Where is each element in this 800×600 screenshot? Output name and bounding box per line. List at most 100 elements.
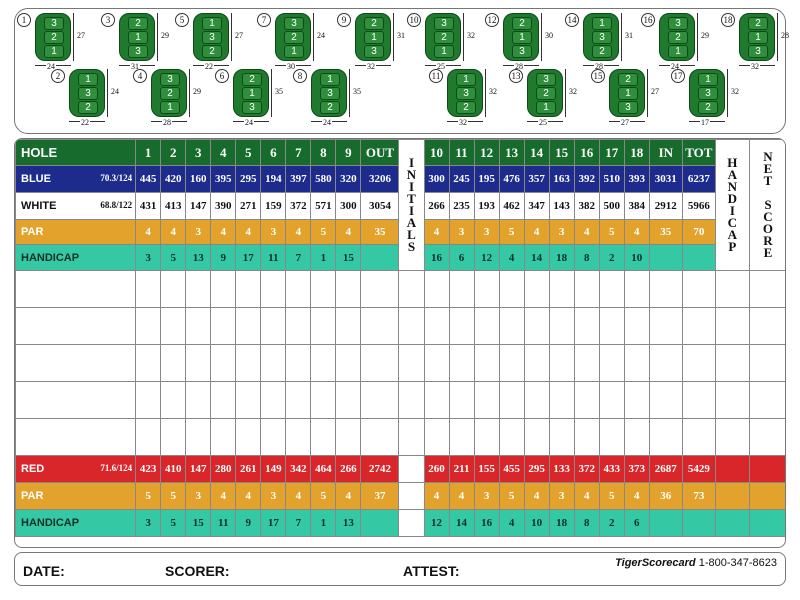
score-cell[interactable]	[235, 344, 262, 382]
score-cell[interactable]	[423, 307, 450, 345]
score-cell[interactable]	[360, 307, 400, 345]
player-name-cell[interactable]	[15, 381, 137, 419]
score-cell[interactable]	[135, 344, 162, 382]
score-cell[interactable]	[623, 307, 650, 345]
score-cell[interactable]	[548, 381, 575, 419]
score-cell[interactable]	[310, 307, 337, 345]
score-cell[interactable]	[135, 270, 162, 308]
score-cell[interactable]	[573, 418, 600, 456]
score-cell[interactable]	[235, 270, 262, 308]
score-cell[interactable]	[498, 381, 525, 419]
score-cell[interactable]	[598, 307, 625, 345]
score-cell[interactable]	[623, 418, 650, 456]
score-cell[interactable]	[285, 381, 312, 419]
score-cell[interactable]	[714, 418, 750, 456]
score-cell[interactable]	[623, 344, 650, 382]
score-cell[interactable]	[360, 418, 400, 456]
score-cell[interactable]	[598, 418, 625, 456]
score-cell[interactable]	[398, 418, 425, 456]
score-cell[interactable]	[398, 270, 425, 308]
player-name-cell[interactable]	[15, 270, 137, 308]
score-cell[interactable]	[548, 418, 575, 456]
score-cell[interactable]	[423, 344, 450, 382]
score-cell[interactable]	[473, 270, 500, 308]
score-cell[interactable]	[523, 344, 550, 382]
score-cell[interactable]	[681, 307, 716, 345]
score-cell[interactable]	[260, 270, 287, 308]
score-cell[interactable]	[285, 344, 312, 382]
score-cell[interactable]	[335, 418, 362, 456]
score-cell[interactable]	[598, 344, 625, 382]
score-cell[interactable]	[681, 270, 716, 308]
score-cell[interactable]	[398, 344, 425, 382]
score-cell[interactable]	[448, 270, 475, 308]
score-cell[interactable]	[573, 344, 600, 382]
score-cell[interactable]	[310, 270, 337, 308]
score-cell[interactable]	[210, 418, 237, 456]
score-cell[interactable]	[423, 418, 450, 456]
score-cell[interactable]	[448, 344, 475, 382]
score-cell[interactable]	[335, 307, 362, 345]
score-cell[interactable]	[423, 381, 450, 419]
score-cell[interactable]	[748, 381, 785, 419]
score-cell[interactable]	[285, 270, 312, 308]
score-cell[interactable]	[185, 381, 212, 419]
score-cell[interactable]	[423, 270, 450, 308]
score-cell[interactable]	[598, 381, 625, 419]
score-cell[interactable]	[360, 270, 400, 308]
score-cell[interactable]	[185, 418, 212, 456]
score-cell[interactable]	[260, 381, 287, 419]
score-cell[interactable]	[335, 344, 362, 382]
score-cell[interactable]	[260, 418, 287, 456]
score-cell[interactable]	[714, 270, 750, 308]
score-cell[interactable]	[498, 418, 525, 456]
score-cell[interactable]	[573, 270, 600, 308]
score-cell[interactable]	[523, 381, 550, 419]
score-cell[interactable]	[714, 344, 750, 382]
score-cell[interactable]	[160, 270, 187, 308]
score-cell[interactable]	[648, 381, 683, 419]
score-cell[interactable]	[598, 270, 625, 308]
score-cell[interactable]	[135, 307, 162, 345]
score-cell[interactable]	[210, 307, 237, 345]
score-cell[interactable]	[335, 270, 362, 308]
score-cell[interactable]	[623, 270, 650, 308]
score-cell[interactable]	[335, 381, 362, 419]
score-cell[interactable]	[548, 344, 575, 382]
score-cell[interactable]	[285, 418, 312, 456]
score-cell[interactable]	[648, 418, 683, 456]
score-cell[interactable]	[498, 270, 525, 308]
player-name-cell[interactable]	[15, 307, 137, 345]
score-cell[interactable]	[185, 307, 212, 345]
score-cell[interactable]	[135, 418, 162, 456]
score-cell[interactable]	[573, 381, 600, 419]
score-cell[interactable]	[523, 307, 550, 345]
score-cell[interactable]	[681, 381, 716, 419]
score-cell[interactable]	[714, 307, 750, 345]
player-name-cell[interactable]	[15, 344, 137, 382]
score-cell[interactable]	[714, 381, 750, 419]
player-name-cell[interactable]	[15, 418, 137, 456]
score-cell[interactable]	[310, 418, 337, 456]
score-cell[interactable]	[498, 344, 525, 382]
score-cell[interactable]	[260, 344, 287, 382]
score-cell[interactable]	[548, 307, 575, 345]
score-cell[interactable]	[360, 344, 400, 382]
score-cell[interactable]	[648, 307, 683, 345]
score-cell[interactable]	[160, 381, 187, 419]
score-cell[interactable]	[573, 307, 600, 345]
score-cell[interactable]	[748, 418, 785, 456]
score-cell[interactable]	[498, 307, 525, 345]
score-cell[interactable]	[185, 344, 212, 382]
score-cell[interactable]	[748, 344, 785, 382]
score-cell[interactable]	[648, 344, 683, 382]
score-cell[interactable]	[448, 381, 475, 419]
score-cell[interactable]	[210, 381, 237, 419]
score-cell[interactable]	[681, 344, 716, 382]
score-cell[interactable]	[473, 307, 500, 345]
score-cell[interactable]	[523, 418, 550, 456]
score-cell[interactable]	[235, 418, 262, 456]
score-cell[interactable]	[398, 307, 425, 345]
score-cell[interactable]	[260, 307, 287, 345]
score-cell[interactable]	[398, 381, 425, 419]
